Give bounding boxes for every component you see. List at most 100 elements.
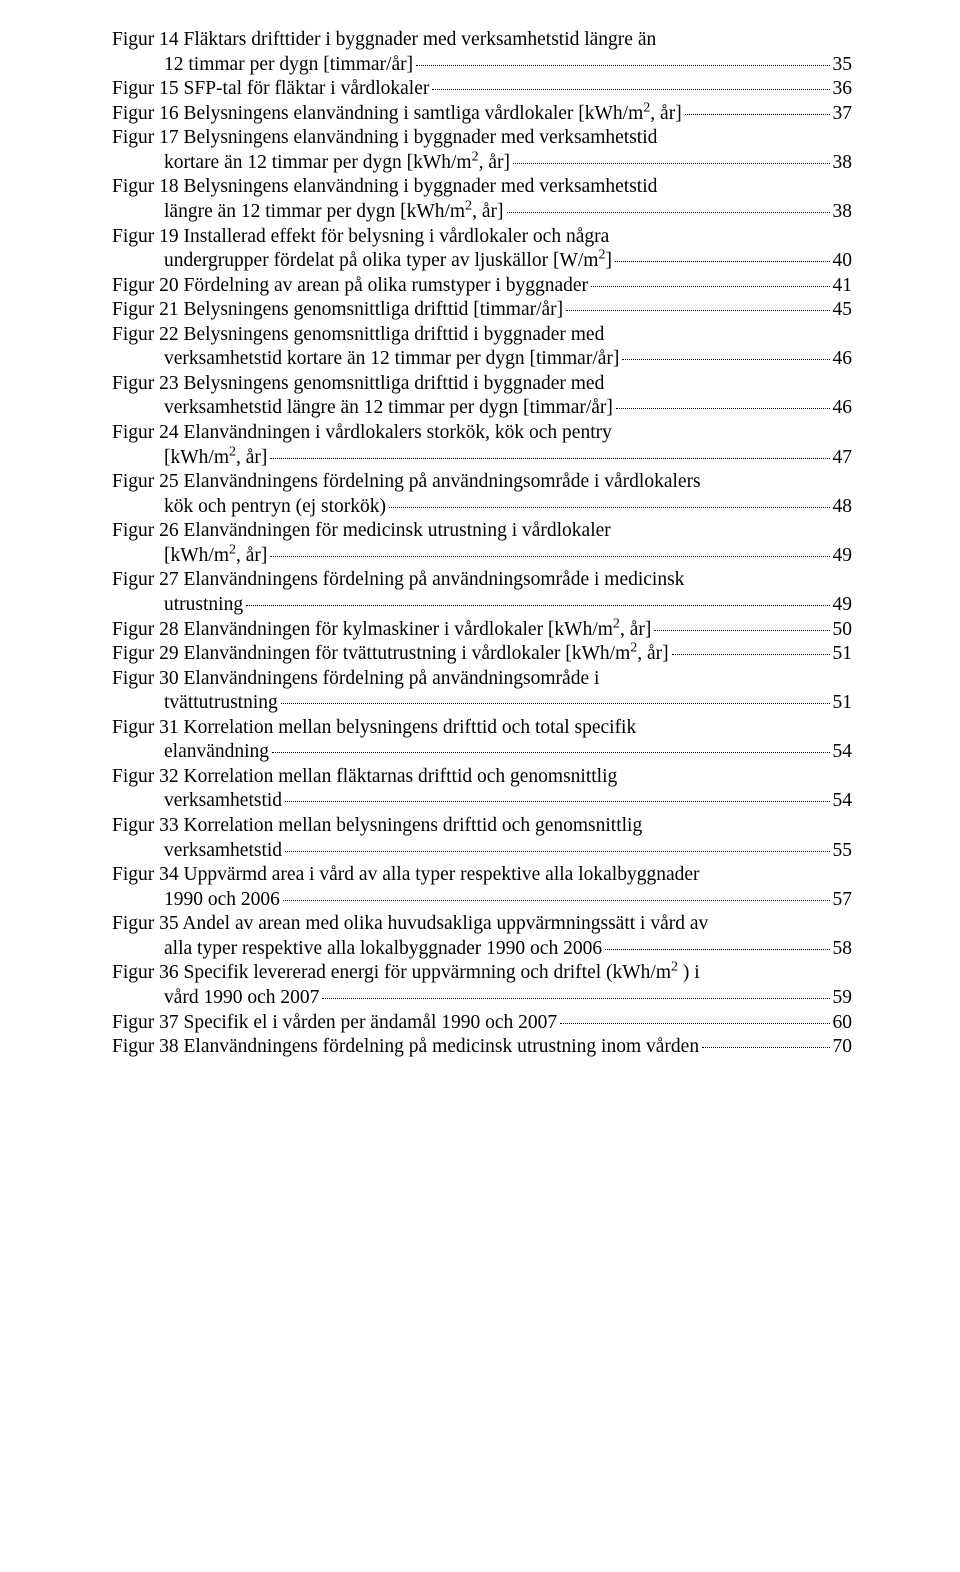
- toc-entry-text: Figur 22 Belysningens genomsnittliga dri…: [112, 323, 604, 348]
- toc-entry-text: Figur 26 Elanvändningen för medicinsk ut…: [112, 519, 611, 544]
- toc-entry-lastline: verksamhetstid längre än 12 timmar per d…: [112, 396, 852, 421]
- toc-entry-lastline: [kWh/m2, år] 47: [112, 446, 852, 471]
- toc-entry: Figur 21 Belysningens genomsnittliga dri…: [112, 298, 852, 323]
- toc-entry-text: undergrupper fördelat på olika typer av …: [112, 249, 612, 274]
- toc-entry-text: vård 1990 och 2007: [112, 986, 319, 1011]
- toc-page-number: 57: [833, 888, 853, 913]
- toc-entry-text: verksamhetstid: [112, 839, 282, 864]
- toc-entry: Figur 30 Elanvändningens fördelning på a…: [112, 667, 852, 716]
- toc-entry: Figur 18 Belysningens elanvändning i byg…: [112, 175, 852, 224]
- toc-entry-text: verksamhetstid kortare än 12 timmar per …: [112, 347, 619, 372]
- toc-entry-text: verksamhetstid: [112, 789, 282, 814]
- toc-entry-line: Figur 32 Korrelation mellan fläktarnas d…: [112, 765, 852, 790]
- toc-entry-line: Figur 34 Uppvärmd area i vård av alla ty…: [112, 863, 852, 888]
- toc-entry-lastline: Figur 37 Specifik el i vården per ändamå…: [112, 1011, 852, 1036]
- toc-entry-text: elanvändning: [112, 740, 269, 765]
- toc-page-number: 36: [833, 77, 853, 102]
- toc-entry: Figur 16 Belysningens elanvändning i sam…: [112, 102, 852, 127]
- toc-entry-text: Figur 37 Specifik el i vården per ändamå…: [112, 1011, 557, 1036]
- dot-leader: [560, 1023, 829, 1024]
- toc-entry-text: Figur 31 Korrelation mellan belysningens…: [112, 716, 636, 741]
- dot-leader: [285, 801, 829, 802]
- toc-entry-line: Figur 30 Elanvändningens fördelning på a…: [112, 667, 852, 692]
- toc-entry: Figur 24 Elanvändningen i vårdlokalers s…: [112, 421, 852, 470]
- toc-entry-line: Figur 31 Korrelation mellan belysningens…: [112, 716, 852, 741]
- toc-entry-text: Figur 27 Elanvändningens fördelning på a…: [112, 568, 684, 593]
- toc-entry-text: Figur 36 Specifik levererad energi för u…: [112, 961, 700, 986]
- toc-page-number: 38: [833, 151, 853, 176]
- toc-entry-lastline: alla typer respektive alla lokalbyggnade…: [112, 937, 852, 962]
- toc-entry: Figur 31 Korrelation mellan belysningens…: [112, 716, 852, 765]
- toc-entry-text: Figur 33 Korrelation mellan belysningens…: [112, 814, 642, 839]
- toc-entry-line: Figur 24 Elanvändningen i vårdlokalers s…: [112, 421, 852, 446]
- toc-entry-text: Figur 29 Elanvändningen för tvättutrustn…: [112, 642, 669, 667]
- toc-page-number: 60: [833, 1011, 853, 1036]
- toc-page-number: 70: [833, 1035, 853, 1060]
- toc-entry-line: Figur 33 Korrelation mellan belysningens…: [112, 814, 852, 839]
- toc-entry-lastline: utrustning49: [112, 593, 852, 618]
- toc-page-number: 49: [833, 544, 853, 569]
- toc-page-number: 58: [833, 937, 853, 962]
- toc-entry-text: Figur 28 Elanvändningen för kylmaskiner …: [112, 618, 651, 643]
- toc-entry-text: verksamhetstid längre än 12 timmar per d…: [112, 396, 613, 421]
- dot-leader: [322, 998, 829, 999]
- toc-entry-text: Figur 16 Belysningens elanvändning i sam…: [112, 102, 682, 127]
- toc-entry: Figur 33 Korrelation mellan belysningens…: [112, 814, 852, 863]
- toc-entry-text: Figur 32 Korrelation mellan fläktarnas d…: [112, 765, 617, 790]
- toc-entry: Figur 38 Elanvändningens fördelning på m…: [112, 1035, 852, 1060]
- toc-page-number: 55: [833, 839, 853, 864]
- toc-page-number: 38: [833, 200, 853, 225]
- toc-entry-text: Figur 20 Fördelning av arean på olika ru…: [112, 274, 588, 299]
- toc-entry-text: Figur 21 Belysningens genomsnittliga dri…: [112, 298, 563, 323]
- toc-entry: Figur 28 Elanvändningen för kylmaskiner …: [112, 618, 852, 643]
- dot-leader: [615, 261, 830, 262]
- toc-page-number: 50: [833, 618, 853, 643]
- toc-entry-lastline: verksamhetstid54: [112, 789, 852, 814]
- toc-entry-text: kortare än 12 timmar per dygn [kWh/m2, å…: [112, 151, 510, 176]
- toc-entry-text: Figur 23 Belysningens genomsnittliga dri…: [112, 372, 604, 397]
- toc-entry: Figur 20 Fördelning av arean på olika ru…: [112, 274, 852, 299]
- toc-entry: Figur 14 Fläktars drifttider i byggnader…: [112, 28, 852, 77]
- toc-entry-lastline: Figur 16 Belysningens elanvändning i sam…: [112, 102, 852, 127]
- dot-leader: [281, 703, 830, 704]
- toc-entry-text: Figur 30 Elanvändningens fördelning på a…: [112, 667, 599, 692]
- toc-page-number: 37: [833, 102, 853, 127]
- toc-entry-lastline: kök och pentryn (ej storkök)48: [112, 495, 852, 520]
- dot-leader: [272, 752, 829, 753]
- dot-leader: [389, 507, 829, 508]
- toc-entry-text: [kWh/m2, år]: [112, 446, 267, 471]
- toc-entry: Figur 27 Elanvändningens fördelning på a…: [112, 568, 852, 617]
- toc-entry-text: Figur 15 SFP-tal för fläktar i vårdlokal…: [112, 77, 429, 102]
- toc-entry-text: Figur 38 Elanvändningens fördelning på m…: [112, 1035, 699, 1060]
- toc-entry: Figur 35 Andel av arean med olika huvuds…: [112, 912, 852, 961]
- dot-leader: [432, 89, 829, 90]
- dot-leader: [513, 163, 830, 164]
- toc-entry-lastline: [kWh/m2, år] 49: [112, 544, 852, 569]
- toc-entry-lastline: verksamhetstid kortare än 12 timmar per …: [112, 347, 852, 372]
- toc-entry: Figur 23 Belysningens genomsnittliga dri…: [112, 372, 852, 421]
- dot-leader: [416, 65, 829, 66]
- toc-entry-lastline: 1990 och 2006 57: [112, 888, 852, 913]
- toc-entry-line: Figur 27 Elanvändningens fördelning på a…: [112, 568, 852, 593]
- toc-page-number: 46: [833, 396, 853, 421]
- toc-entry-line: Figur 26 Elanvändningen för medicinsk ut…: [112, 519, 852, 544]
- toc-entry-text: tvättutrustning: [112, 691, 278, 716]
- toc-entry-lastline: 12 timmar per dygn [timmar/år]35: [112, 53, 852, 78]
- toc-entry-line: Figur 19 Installerad effekt för belysnin…: [112, 225, 852, 250]
- toc-entry-lastline: tvättutrustning51: [112, 691, 852, 716]
- toc-page-number: 47: [833, 446, 853, 471]
- dot-leader: [270, 458, 829, 459]
- toc-entry-line: Figur 14 Fläktars drifttider i byggnader…: [112, 28, 852, 53]
- toc-entry-line: Figur 36 Specifik levererad energi för u…: [112, 961, 852, 986]
- toc-entry-line: Figur 17 Belysningens elanvändning i byg…: [112, 126, 852, 151]
- dot-leader: [605, 949, 829, 950]
- dot-leader: [283, 900, 830, 901]
- toc-entry-lastline: Figur 28 Elanvändningen för kylmaskiner …: [112, 618, 852, 643]
- toc-entry-text: 1990 och 2006: [112, 888, 280, 913]
- toc-entry-lastline: Figur 29 Elanvändningen för tvättutrustn…: [112, 642, 852, 667]
- toc-entry-text: [kWh/m2, år]: [112, 544, 267, 569]
- toc-entry: Figur 26 Elanvändningen för medicinsk ut…: [112, 519, 852, 568]
- toc-entry-lastline: Figur 15 SFP-tal för fläktar i vårdlokal…: [112, 77, 852, 102]
- toc-page-number: 35: [833, 53, 853, 78]
- toc-entry: Figur 37 Specifik el i vården per ändamå…: [112, 1011, 852, 1036]
